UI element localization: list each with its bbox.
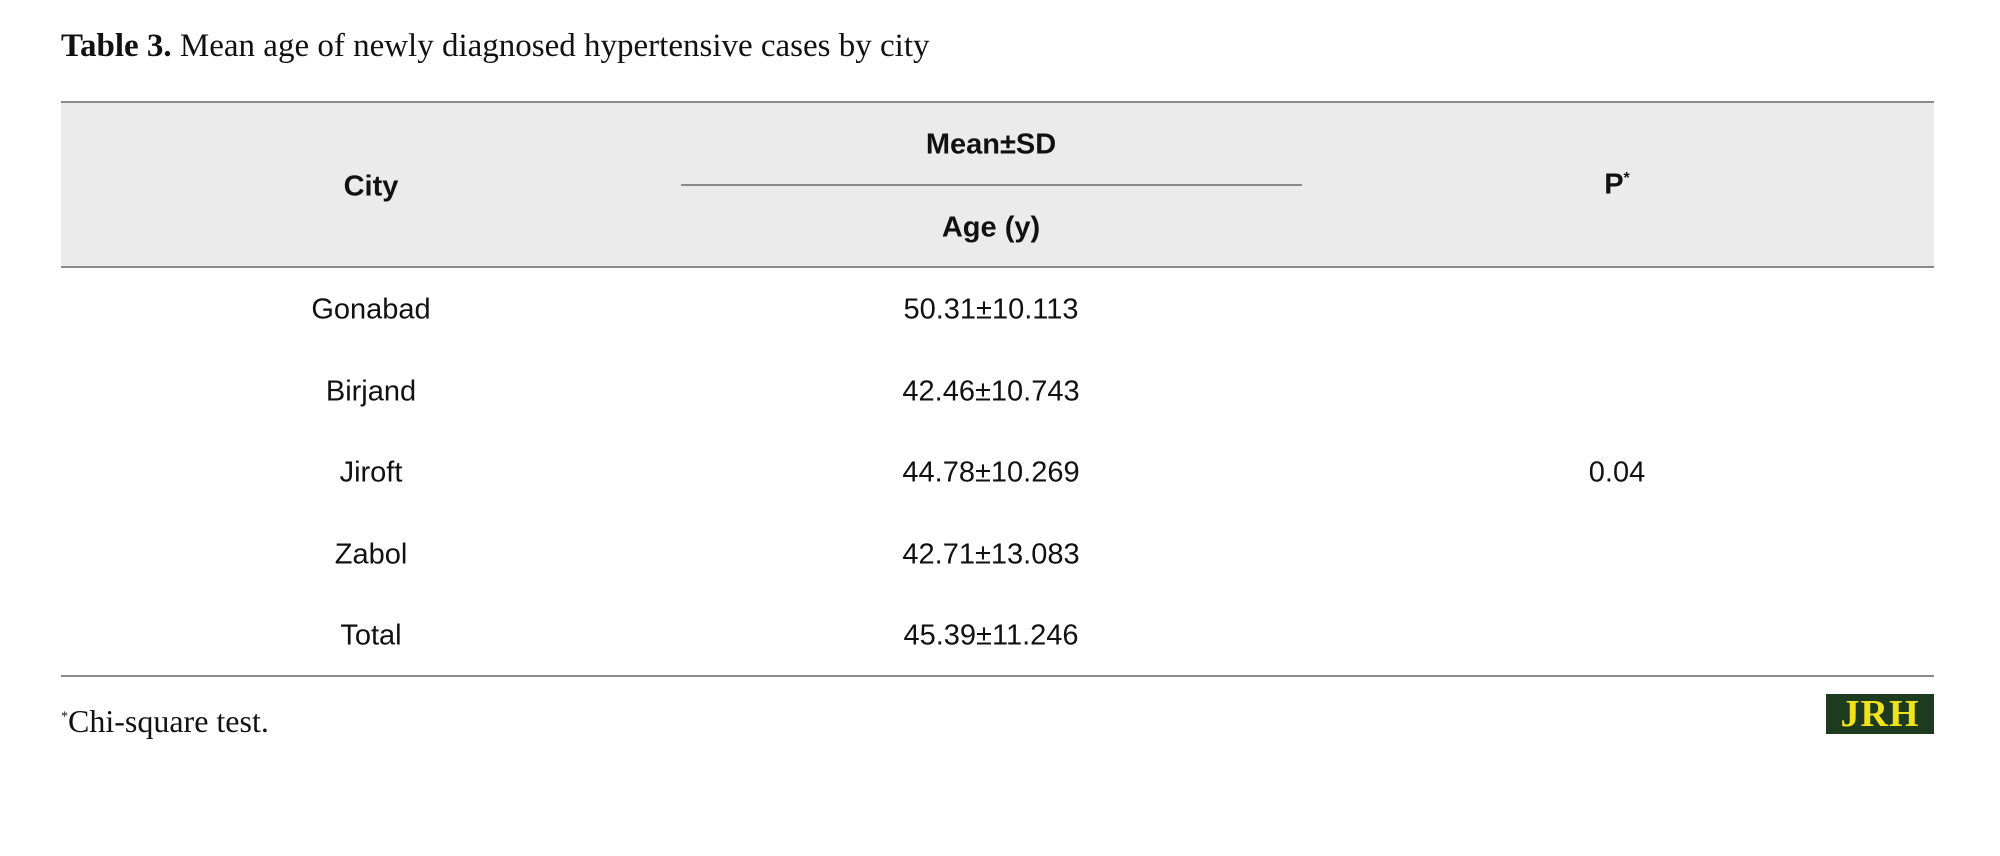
footnote-mark: * <box>61 709 68 725</box>
mean-sd-cell: 45.39±11.246 <box>903 619 1079 652</box>
caption-label: Table 3. <box>61 28 172 64</box>
city-cell: Zabol <box>334 538 408 570</box>
city-cell: Total <box>340 619 402 652</box>
top-rule <box>61 101 1934 103</box>
header-age: Age (y) <box>941 211 1041 244</box>
p-value: 0.04 <box>1588 456 1646 489</box>
logo: JRH <box>1826 694 1934 734</box>
mean-sd-cell: 42.71±13.083 <box>902 538 1080 570</box>
city-cell: Jiroft <box>339 456 403 489</box>
caption-text: Mean age of newly diagnosed hypertensive… <box>179 28 930 64</box>
city-cell: Birjand <box>325 375 417 407</box>
bottom-rule <box>61 675 1934 677</box>
mean-sd-cell: 42.46±10.743 <box>902 375 1080 407</box>
header-city: City <box>343 170 399 203</box>
footnote-text: Chi-square test. <box>68 703 269 739</box>
header-group: Mean±SD <box>925 128 1057 161</box>
header-p: P* <box>1604 169 1630 202</box>
header-rule <box>61 266 1934 268</box>
mean-sd-cell: 44.78±10.269 <box>902 456 1080 489</box>
header-p-text: P <box>1604 168 1624 201</box>
header-p-mark: * <box>1623 169 1630 187</box>
mean-sd-cell: 50.31±10.113 <box>903 293 1079 326</box>
caption: Table 3. Mean age of newly diagnosed hyp… <box>61 28 930 65</box>
group-rule <box>681 184 1302 186</box>
city-cell: Gonabad <box>311 293 431 326</box>
footnote: *Chi-square test. <box>61 703 269 740</box>
